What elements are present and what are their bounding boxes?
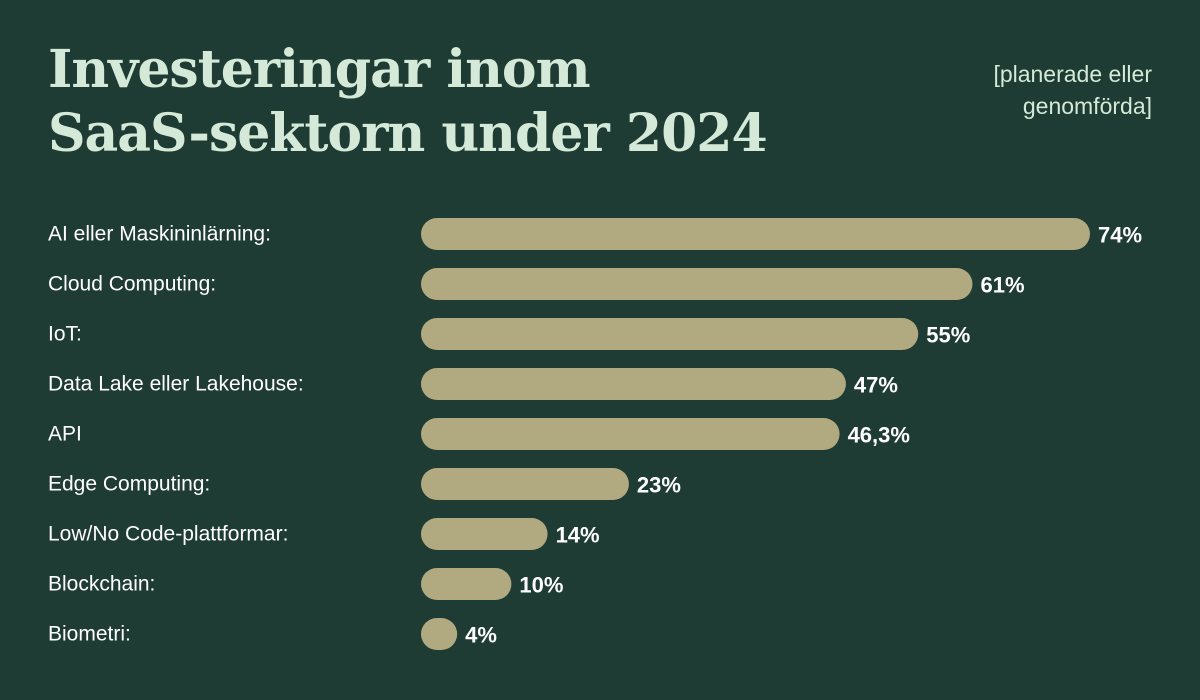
value-label: 74% bbox=[1098, 223, 1142, 248]
category-label: Edge Computing: bbox=[48, 473, 210, 496]
category-label: Biometri: bbox=[48, 623, 131, 646]
value-label: 46,3% bbox=[848, 423, 910, 448]
category-label: Low/No Code-plattformar: bbox=[48, 523, 288, 546]
chart-subtitle-line-1: [planerade eller bbox=[993, 61, 1152, 87]
chart-title-line-1: Investeringar inom bbox=[48, 39, 591, 100]
chart-title-line-2: SaaS-sektorn under 2024 bbox=[48, 103, 768, 164]
chart-subtitle-line-2: genomförda] bbox=[1022, 93, 1152, 119]
chart-title: Investeringar inom SaaS-sektorn under 20… bbox=[48, 38, 848, 166]
value-label: 47% bbox=[854, 373, 898, 398]
category-label: Data Lake eller Lakehouse: bbox=[48, 373, 304, 396]
bar bbox=[421, 568, 512, 600]
bar bbox=[421, 318, 919, 350]
value-label: 14% bbox=[556, 523, 600, 548]
bar bbox=[421, 218, 1090, 250]
category-label: IoT: bbox=[48, 323, 82, 346]
bar bbox=[421, 418, 840, 450]
bar bbox=[421, 618, 458, 650]
category-label: API bbox=[48, 423, 82, 446]
bar bbox=[421, 268, 973, 300]
value-label: 23% bbox=[637, 473, 681, 498]
value-label: 55% bbox=[926, 323, 970, 348]
value-label: 4% bbox=[465, 623, 497, 648]
bar bbox=[421, 468, 629, 500]
bar bbox=[421, 368, 846, 400]
category-label: Cloud Computing: bbox=[48, 273, 216, 296]
chart-subtitle: [planerade eller genomförda] bbox=[892, 58, 1152, 122]
value-label: 10% bbox=[519, 573, 563, 598]
category-label: Blockchain: bbox=[48, 573, 155, 596]
bar bbox=[421, 518, 548, 550]
category-label: AI eller Maskininlärning: bbox=[48, 223, 271, 246]
value-label: 61% bbox=[980, 273, 1024, 298]
